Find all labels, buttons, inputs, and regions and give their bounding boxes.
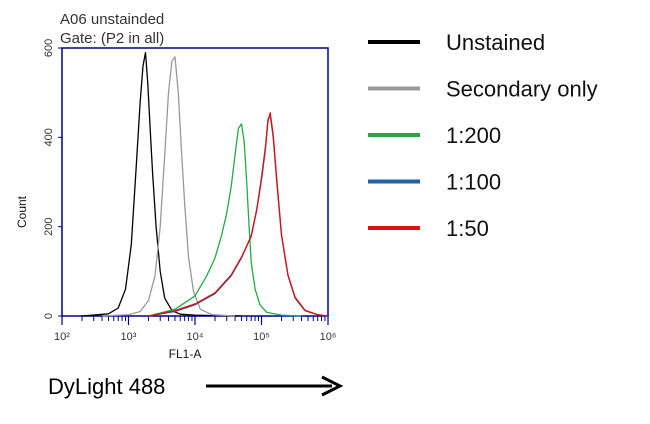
legend-label-1: Secondary only	[446, 77, 598, 102]
chart-subtitle: Gate: (P2 in all)	[60, 30, 164, 47]
x-axis: 10² 10³ 10⁴ 10⁵ 10⁶	[54, 316, 336, 343]
y-tick-label: 600	[43, 39, 55, 57]
right-arrow-icon	[206, 375, 344, 397]
series-line-3	[148, 114, 329, 317]
series-line-0	[81, 51, 242, 317]
y-tick-label: 400	[43, 128, 55, 146]
series-line-1	[101, 56, 236, 317]
x-axis-label: FL1-A	[169, 347, 202, 361]
x-tick-label: 10²	[54, 331, 70, 343]
legend: Unstained Secondary only 1:200 1:100 1:50	[368, 30, 598, 241]
x-tick-label: 10³	[121, 331, 137, 343]
y-axis-label: Count	[15, 195, 29, 228]
chart-title: A06 unstainded	[60, 11, 164, 28]
legend-label-3: 1:100	[446, 170, 501, 195]
x-tick-label: 10⁶	[320, 331, 337, 343]
y-tick-label: 200	[43, 217, 55, 235]
series-line-4	[148, 112, 329, 317]
y-tick-label: 0	[43, 313, 55, 319]
legend-label-2: 1:200	[446, 123, 501, 148]
x-tick-label: 10⁴	[187, 331, 204, 343]
legend-label-4: 1:50	[446, 216, 489, 241]
y-axis: 0 200 400 600	[43, 39, 62, 319]
x-tick-label: 10⁵	[253, 331, 270, 343]
marker-label: DyLight 488	[48, 374, 165, 399]
legend-label-0: Unstained	[446, 30, 545, 55]
series-line-2	[148, 123, 302, 317]
plot-area: 0 200 400 600 10² 10³ 10⁴ 10⁵ 10⁶	[43, 39, 336, 343]
series-lines	[81, 51, 329, 317]
